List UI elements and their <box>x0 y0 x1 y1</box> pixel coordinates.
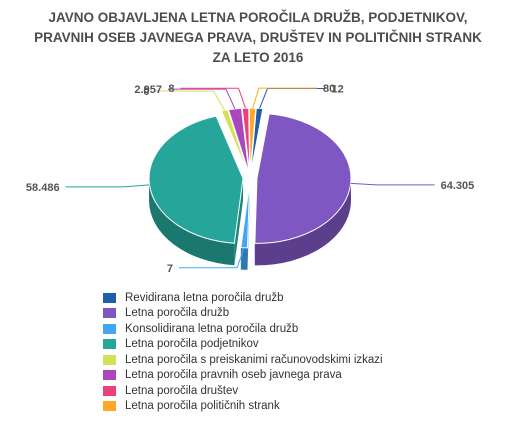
legend-item[interactable]: Letna poročila pravnih oseb javnega prav… <box>103 368 383 384</box>
connector-line <box>180 87 246 109</box>
legend-label: Letna poročila družb <box>125 307 230 320</box>
connector-line <box>179 247 245 269</box>
data-label: 2.957 <box>134 84 162 96</box>
legend-item[interactable]: Konsolidirana letna poročila družb <box>103 321 383 337</box>
legend-label: Revidirana letna poročila družb <box>125 291 284 304</box>
legend-item[interactable]: Letna poročila društev <box>103 383 383 399</box>
legend-swatch <box>103 292 116 303</box>
pie-slice-4[interactable] <box>148 115 244 244</box>
data-label: 8 <box>168 83 174 95</box>
chart-title-line-3: ZA LETO 2016 <box>212 50 304 65</box>
data-label: 7 <box>167 263 173 275</box>
data-label: 12 <box>331 84 343 96</box>
connector-line <box>259 88 326 109</box>
legend-item[interactable]: Letna poročila s preiskanimi računovodsk… <box>103 352 383 368</box>
legend-item[interactable]: Letna poročila družb <box>103 306 383 322</box>
connector-line <box>167 88 236 110</box>
data-label: 80 <box>323 83 335 95</box>
legend-item[interactable]: Letna poročila političnih strank <box>103 399 383 415</box>
legend-swatch <box>103 323 116 334</box>
chart-title: JAVNO OBJAVLJENA LETNA POROČILA DRUŽB, P… <box>0 8 516 68</box>
connector-line <box>252 87 318 109</box>
legend-swatch <box>103 401 116 412</box>
data-label: 0 <box>143 86 149 98</box>
pie-slice-face <box>234 178 244 266</box>
pie-slice-2[interactable] <box>254 113 352 244</box>
legend-swatch <box>103 308 116 319</box>
pie-slice-side <box>254 178 351 266</box>
legend-swatch <box>103 370 116 381</box>
legend-label: Letna poročila društev <box>125 384 239 397</box>
legend-item[interactable]: Revidirana letna poročila družb <box>103 290 383 306</box>
pie-slice-6[interactable] <box>227 107 250 174</box>
legend-label: Letna poročila političnih strank <box>125 400 280 413</box>
pie-slice-side <box>149 178 235 266</box>
legend-label: Letna poročila pravnih oseb javnega prav… <box>125 369 342 382</box>
pie-slice-3[interactable] <box>240 182 251 249</box>
chart-title-line-2: PRAVNIH OSEB JAVNEGA PRAVA, DRUŠTEV IN P… <box>34 30 482 45</box>
data-label: 58.486 <box>26 182 60 194</box>
legend-label: Konsolidirana letna poročila družb <box>125 322 299 335</box>
data-label: 64.305 <box>441 180 475 192</box>
legend-swatch <box>103 339 116 350</box>
chart-legend: Revidirana letna poročila družb Letna por… <box>103 290 383 414</box>
connector-line <box>65 184 150 188</box>
chart-title-line-1: JAVNO OBJAVLJENA LETNA POROČILA DRUŽB, P… <box>48 10 468 25</box>
pie-slice-5[interactable] <box>220 109 249 174</box>
connector-line <box>350 182 435 186</box>
pie-tops <box>148 107 352 249</box>
pie-labels: 12 64.305 7 58.486 02.957 8 80 <box>26 83 474 275</box>
legend-label: Letna poročila podjetnikov <box>125 338 259 351</box>
legend-swatch <box>103 385 116 396</box>
legend-item[interactable]: Letna poročila podjetnikov <box>103 337 383 353</box>
legend-swatch <box>103 354 116 365</box>
connector-line <box>155 90 226 111</box>
legend-label: Letna poročila s preiskanimi računovodsk… <box>125 353 383 366</box>
